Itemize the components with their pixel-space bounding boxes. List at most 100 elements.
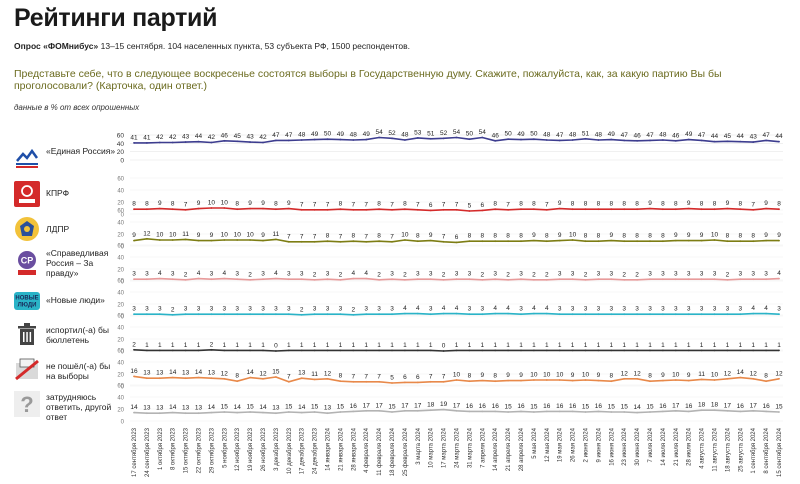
data-point-er bbox=[507, 138, 509, 141]
data-point-noshow bbox=[468, 380, 471, 383]
data-label-noshow: 5 bbox=[390, 375, 394, 382]
data-point-sr bbox=[171, 278, 174, 281]
data-point-spoil bbox=[597, 349, 600, 352]
data-point-kprf bbox=[429, 209, 432, 212]
data-label-er: 45 bbox=[234, 133, 242, 140]
data-point-nl bbox=[300, 313, 303, 316]
data-label-ldpr: 9 bbox=[777, 232, 781, 239]
data-label-kprf: 9 bbox=[158, 200, 162, 207]
data-point-hard bbox=[752, 409, 755, 412]
data-point-spoil bbox=[210, 348, 213, 351]
data-point-spoil bbox=[571, 349, 574, 352]
data-point-spoil bbox=[146, 349, 148, 352]
data-point-kprf bbox=[597, 208, 600, 211]
x-tick-label: 30 июня 2024 bbox=[635, 427, 641, 465]
data-label-kprf: 7 bbox=[184, 201, 188, 208]
data-label-hard: 16 bbox=[595, 403, 603, 410]
data-label-noshow: 9 bbox=[597, 372, 601, 379]
data-point-sr bbox=[636, 278, 638, 281]
data-label-kprf: 9 bbox=[726, 200, 730, 207]
data-label-kprf: 5 bbox=[468, 203, 472, 210]
data-point-nl bbox=[739, 313, 742, 316]
data-point-kprf bbox=[442, 208, 445, 211]
x-tick-label: 7 июля 2024 bbox=[648, 427, 654, 462]
data-label-er: 52 bbox=[388, 130, 396, 137]
data-point-kprf bbox=[713, 208, 716, 211]
data-point-nl bbox=[571, 313, 574, 316]
survey-details: 13–15 сентября. 104 населенных пункта, 5… bbox=[98, 41, 410, 51]
data-point-kprf bbox=[197, 207, 200, 210]
data-label-er: 43 bbox=[182, 134, 190, 141]
data-label-kprf: 8 bbox=[738, 201, 742, 208]
data-label-er: 47 bbox=[698, 132, 706, 139]
data-point-spoil bbox=[558, 349, 561, 352]
data-label-ldpr: 8 bbox=[726, 233, 730, 240]
data-label-nl: 3 bbox=[377, 306, 381, 313]
data-label-hard: 14 bbox=[169, 404, 177, 411]
data-label-hard: 14 bbox=[298, 404, 306, 411]
data-label-spoil: 1 bbox=[171, 342, 175, 349]
data-point-hard bbox=[378, 409, 380, 412]
data-point-nl bbox=[326, 313, 329, 316]
data-label-nl: 3 bbox=[158, 306, 162, 313]
data-label-kprf: 8 bbox=[403, 201, 407, 208]
data-label-nl: 3 bbox=[687, 306, 691, 313]
data-label-spoil: 1 bbox=[390, 342, 394, 349]
data-point-noshow bbox=[275, 376, 277, 378]
data-label-kprf: 8 bbox=[622, 201, 626, 208]
data-point-er bbox=[391, 137, 393, 140]
data-point-noshow bbox=[416, 381, 419, 384]
data-label-er: 43 bbox=[750, 134, 758, 141]
data-point-nl bbox=[352, 313, 355, 316]
x-tick-label: 5 мая 2024 bbox=[532, 427, 538, 458]
data-point-noshow bbox=[339, 380, 342, 383]
data-point-hard bbox=[391, 411, 393, 413]
data-point-nl bbox=[507, 312, 509, 315]
data-point-noshow bbox=[545, 379, 548, 381]
data-label-er: 42 bbox=[156, 134, 164, 141]
y-tick-label: 0 bbox=[121, 213, 125, 219]
data-point-sr bbox=[713, 278, 716, 281]
data-label-nl: 3 bbox=[390, 306, 394, 313]
data-label-kprf: 7 bbox=[351, 201, 355, 208]
data-label-spoil: 1 bbox=[661, 342, 665, 349]
data-point-ldpr bbox=[687, 239, 690, 242]
data-point-hard bbox=[584, 411, 587, 413]
data-label-nl: 3 bbox=[197, 306, 201, 313]
data-label-kprf: 8 bbox=[597, 201, 601, 208]
data-label-nl: 3 bbox=[597, 306, 601, 313]
data-label-er: 42 bbox=[169, 134, 177, 141]
data-label-kprf: 7 bbox=[751, 201, 755, 208]
data-point-ldpr bbox=[313, 240, 316, 243]
data-point-ldpr bbox=[584, 240, 587, 243]
data-label-hard: 15 bbox=[311, 404, 319, 411]
data-label-nl: 3 bbox=[274, 306, 278, 313]
data-label-noshow: 15 bbox=[272, 369, 280, 376]
data-label-kprf: 9 bbox=[287, 200, 291, 207]
data-point-nl bbox=[197, 313, 200, 316]
x-tick-label: 8 сентября 2024 bbox=[764, 427, 770, 473]
data-label-sr: 2 bbox=[442, 271, 446, 278]
data-label-er: 49 bbox=[608, 131, 616, 138]
data-point-ldpr bbox=[533, 239, 535, 242]
data-point-kprf bbox=[571, 208, 574, 211]
x-tick-label: 22 октября 2023 bbox=[197, 427, 203, 473]
data-label-sr: 3 bbox=[326, 271, 330, 278]
units-note: данные в % от всех опрошенных bbox=[14, 103, 140, 112]
data-label-noshow: 7 bbox=[442, 373, 446, 380]
data-label-ldpr: 9 bbox=[210, 232, 214, 239]
data-label-ldpr: 8 bbox=[416, 233, 420, 240]
data-point-sr bbox=[468, 278, 471, 281]
data-label-hard: 15 bbox=[621, 404, 629, 411]
data-point-er bbox=[378, 136, 380, 139]
data-label-hard: 15 bbox=[246, 404, 254, 411]
data-label-nl: 3 bbox=[235, 306, 239, 313]
data-point-kprf bbox=[378, 208, 380, 211]
data-point-sr bbox=[236, 278, 239, 281]
data-point-noshow bbox=[752, 377, 755, 380]
data-point-er bbox=[739, 140, 742, 143]
data-point-kprf bbox=[326, 208, 329, 211]
data-point-kprf bbox=[778, 208, 780, 211]
y-tick-label: 40 bbox=[117, 396, 124, 402]
x-tick-label: 24 марта 2024 bbox=[455, 427, 461, 468]
